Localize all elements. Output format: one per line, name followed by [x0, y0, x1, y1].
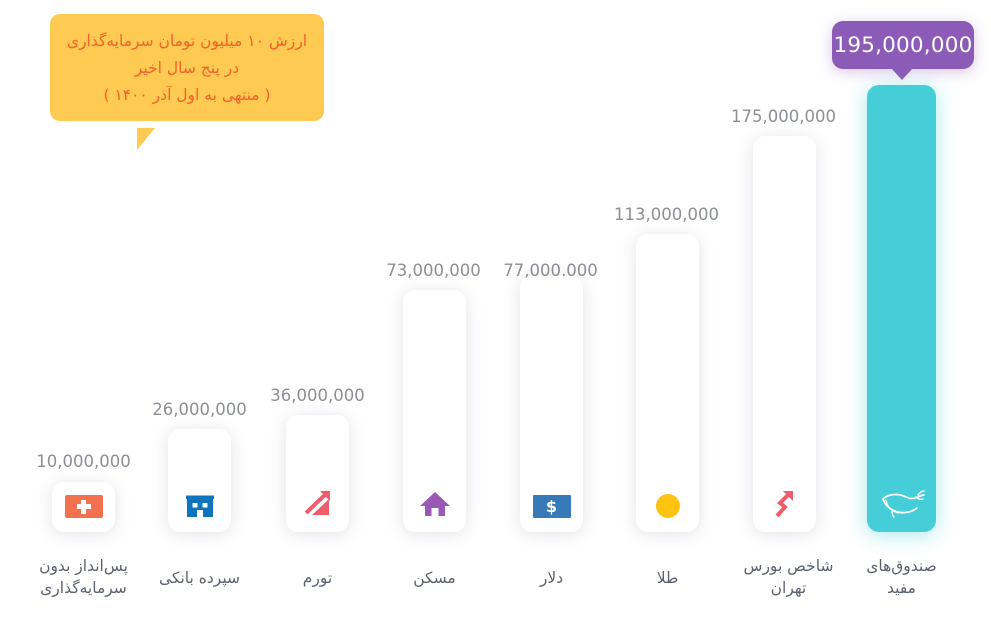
highlight-value-badge-tail [891, 68, 913, 80]
bar-label-savings-no-investment: پس‌انداز بدون سرمایه‌گذاری [39, 557, 128, 597]
highlight-value-badge-text: 195,000,000 [833, 32, 973, 58]
bank-building-icon [185, 495, 214, 517]
bar-value-bank-deposit: 26,000,000 [152, 400, 247, 419]
bar-label-bank-deposit: سپرده بانکی [159, 569, 240, 587]
bar-value-savings-no-investment: 10,000,000 [36, 452, 131, 471]
bar-label-inflation: تورم [302, 569, 333, 587]
bar-value-housing: 73,000,000 [386, 261, 481, 280]
bar-value-dollar: 77,000,000 [503, 261, 598, 280]
bar-dollar[interactable]: $ [520, 276, 583, 532]
callout-line-2: در پنج سال اخیر [134, 59, 240, 77]
bar-inflation[interactable] [286, 415, 349, 532]
bar-mofid-funds[interactable] [867, 85, 936, 532]
bar-housing[interactable] [403, 290, 466, 532]
callout-tail [137, 128, 155, 150]
bar-tehran-stock-index[interactable] [753, 136, 816, 532]
zigzag-arrow-up-icon [775, 491, 793, 518]
first-aid-kit-icon [64, 495, 103, 518]
bar-value-inflation: 36,000,000 [270, 386, 365, 405]
callout-line-3: ( منتهی به اول آذر ۱۴۰۰ ) [103, 86, 271, 104]
bar-gold[interactable] [636, 234, 699, 532]
bar-label-housing: مسکن [413, 569, 456, 587]
dollar-sign-glyph: $ [545, 496, 558, 516]
highlight-value-badge: 195,000,000 [832, 21, 974, 69]
bar-bank-deposit[interactable] [168, 429, 231, 532]
mofid-antelope-logo-icon [881, 490, 925, 518]
trend-up-arrow-icon [304, 490, 330, 515]
bar-value-gold: 113,000,000 [614, 205, 719, 224]
bar-value-tehran-stock-index: 175,000,000 [731, 107, 836, 126]
bar-savings-no-investment[interactable] [52, 482, 115, 532]
bar-label-tehran-stock-index: شاخص بورس تهران [743, 557, 834, 597]
bar-label-mofid-funds: صندوق‌های مفید [866, 557, 937, 597]
investment-value-callout: ارزش ۱۰ میلیون تومان سرمایه‌گذاری در پنج… [50, 14, 324, 121]
bar-label-dollar: دلار [539, 569, 564, 587]
bar-label-gold: طلا [656, 569, 679, 587]
house-icon [419, 492, 450, 516]
callout-line-1: ارزش ۱۰ میلیون تومان سرمایه‌گذاری [66, 32, 308, 50]
gold-coin-icon [655, 494, 680, 518]
dollar-banknote-icon: $ [532, 495, 571, 518]
